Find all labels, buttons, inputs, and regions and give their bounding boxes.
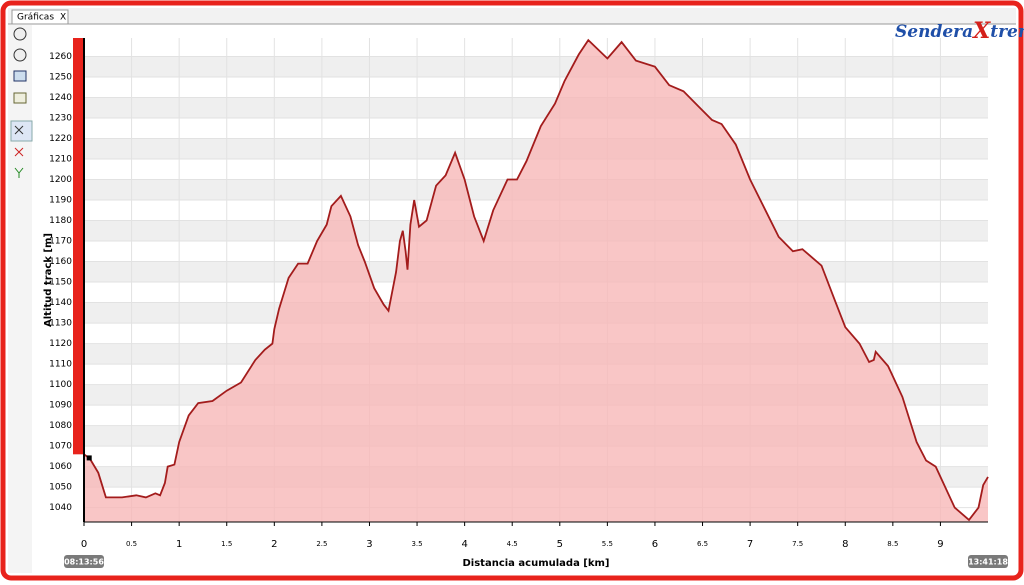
y-tick-label: 1100 xyxy=(49,380,72,390)
x-axis-title: Distancia acumulada [km] xyxy=(462,558,609,569)
y-tick-label: 1220 xyxy=(49,134,72,144)
x-tick-label: 8.5 xyxy=(887,540,898,548)
x-tick-label: 0 xyxy=(81,539,87,550)
x-tick-label: 8 xyxy=(842,539,848,550)
x-tick-label: 7.5 xyxy=(792,540,803,548)
y-mode[interactable] xyxy=(14,167,24,178)
x-tick-label: 2 xyxy=(271,539,277,550)
logo-part: Sendera xyxy=(895,22,973,42)
time-label: 13:41:18 xyxy=(968,558,1008,567)
toolbar xyxy=(8,25,32,573)
y-tick-label: 1060 xyxy=(49,462,72,472)
x-tick-label: 1.5 xyxy=(221,540,232,548)
y-tick-label: 1190 xyxy=(49,196,72,206)
toolbar-icons xyxy=(10,27,33,178)
x-tick-label: 7 xyxy=(747,539,753,550)
grid-band xyxy=(84,97,988,118)
x-tick-label: 1 xyxy=(176,539,182,550)
y-tick-label: 1250 xyxy=(49,72,72,82)
x-tick-label: 5.5 xyxy=(602,540,613,548)
x-tick-label: 4.5 xyxy=(507,540,518,548)
fit[interactable] xyxy=(13,70,27,82)
export[interactable] xyxy=(13,92,27,104)
time-label: 08:13:56 xyxy=(64,558,104,567)
y-tick-label: 1070 xyxy=(49,442,72,452)
x-tick-label: 3.5 xyxy=(411,540,422,548)
time-badge xyxy=(64,555,104,568)
y-tick-label: 1180 xyxy=(49,216,72,226)
cursor-marker xyxy=(86,455,92,461)
x-tick-label: 6.5 xyxy=(697,540,708,548)
tab-close[interactable]: X xyxy=(60,13,66,23)
y-tick-label: 1210 xyxy=(49,155,72,165)
y-tick-label: 1160 xyxy=(49,257,72,267)
y-tick-label: 1140 xyxy=(49,298,72,308)
time-badge xyxy=(968,555,1008,568)
cursor-bar xyxy=(73,38,84,455)
y-tick-label: 1240 xyxy=(49,93,72,103)
y-tick-label: 1050 xyxy=(49,483,72,493)
logo: SenderaXtrem xyxy=(895,18,1024,44)
x-tick-label: 5 xyxy=(557,539,563,550)
y-tick-label: 1170 xyxy=(49,237,72,247)
x-tick-label: 3 xyxy=(366,539,372,550)
xy-icon xyxy=(14,125,24,135)
x-tick-label: 4 xyxy=(461,539,467,550)
grid-band xyxy=(84,56,988,77)
y-tick-label: 1230 xyxy=(49,113,72,123)
logo-part: trem xyxy=(990,22,1024,42)
xy-mode[interactable] xyxy=(10,120,33,142)
x-tick-label: 6 xyxy=(652,539,658,550)
area xyxy=(84,40,988,522)
y-tick-label: 1130 xyxy=(49,319,72,329)
y-tick-label: 1040 xyxy=(49,503,72,513)
y-tick-label: 1090 xyxy=(49,401,72,411)
x-tick-label: 2.5 xyxy=(316,540,327,548)
y-tick-label: 1150 xyxy=(49,278,72,288)
x-tick-label: 0.5 xyxy=(126,540,137,548)
tab-bar xyxy=(8,8,1016,24)
tab-label: Gráficas xyxy=(17,13,54,23)
logo-part: X xyxy=(971,18,991,44)
y-axis-title: Altitud track [m] xyxy=(43,233,54,327)
y-tick-label: 1110 xyxy=(49,360,72,370)
x-tick-label: 9 xyxy=(937,539,943,550)
y-tick-label: 1200 xyxy=(49,175,72,185)
y-tick-label: 1080 xyxy=(49,421,72,431)
y-tick-label: 1120 xyxy=(49,339,72,349)
plot: 1040 1050 1060 1070 1080 1090 1100 1110 1120 1130… xyxy=(43,38,1008,569)
x-mode[interactable] xyxy=(14,147,24,157)
y-tick-label: 1260 xyxy=(49,52,72,62)
zoom-in[interactable] xyxy=(13,27,27,41)
zoom-out[interactable] xyxy=(13,48,27,62)
line xyxy=(83,38,989,522)
